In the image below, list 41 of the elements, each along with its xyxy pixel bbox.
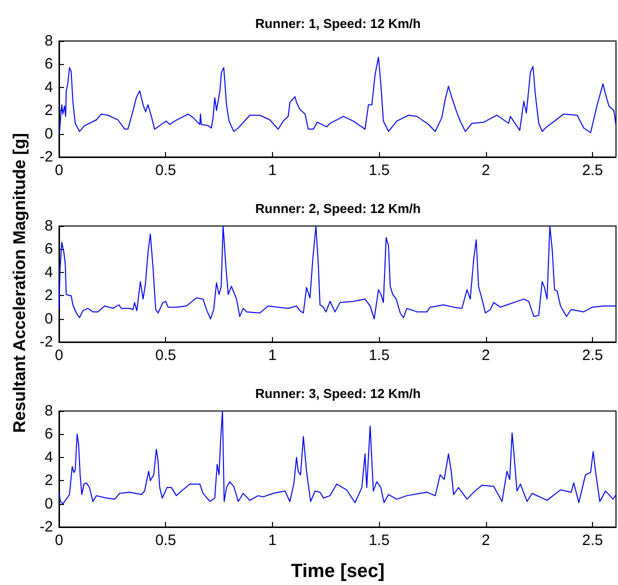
x-tick-label: 2.5 [582,532,603,549]
y-tick-label: 4 [44,264,53,281]
x-tick-label: 2 [482,347,490,364]
line-series [58,410,616,504]
y-tick-label: 6 [44,240,53,258]
y-axis-title: Resultant Acceleration Magnitude [g] [10,133,30,433]
x-tick-label: 1 [268,162,277,179]
chart-title: Runner: 3, Speed: 12 Km/h [255,386,421,401]
x-tick-label: 1.5 [368,162,390,179]
x-tick-label: 2.5 [582,162,603,179]
y-tick-label: -2 [40,148,53,166]
y-tick-label: -2 [40,518,53,536]
y-tick-label: 8 [44,402,53,420]
x-tick-label: 1.5 [368,347,390,364]
y-tick-label: 4 [44,448,53,466]
y-tick-label: 2 [44,287,53,304]
x-tick-label: 0.5 [155,162,176,179]
x-tick-label: 0.5 [155,532,176,549]
y-tick-label: 0 [44,495,53,512]
x-tick-label: 1.5 [368,532,390,549]
y-tick-label: 2 [44,102,53,120]
y-tick-label: 8 [44,218,53,234]
chart-title: Runner: 2, Speed: 12 Km/h [255,201,421,216]
y-tick-label: 0 [44,310,53,328]
x-tick-label: 2.5 [582,347,603,364]
x-tick-label: 0.5 [155,347,176,364]
line-series [58,226,616,320]
y-tick-label: 6 [44,56,53,73]
y-tick-label: 0 [44,125,53,142]
x-tick-label: 1 [268,532,277,549]
y-tick-label: 2 [44,472,53,490]
y-tick-label: 4 [44,78,53,96]
line-series [58,56,616,134]
y-tick-label: 6 [44,426,53,443]
chart-title: Runner: 1, Speed: 12 Km/h [255,16,421,31]
x-tick-label: 2 [482,532,490,549]
y-tick-label: 8 [44,32,53,50]
x-tick-label: 1 [268,347,277,364]
x-axis-title: Time [sec] [291,561,385,583]
y-tick-label: -2 [40,334,53,350]
x-tick-label: 2 [482,162,490,179]
